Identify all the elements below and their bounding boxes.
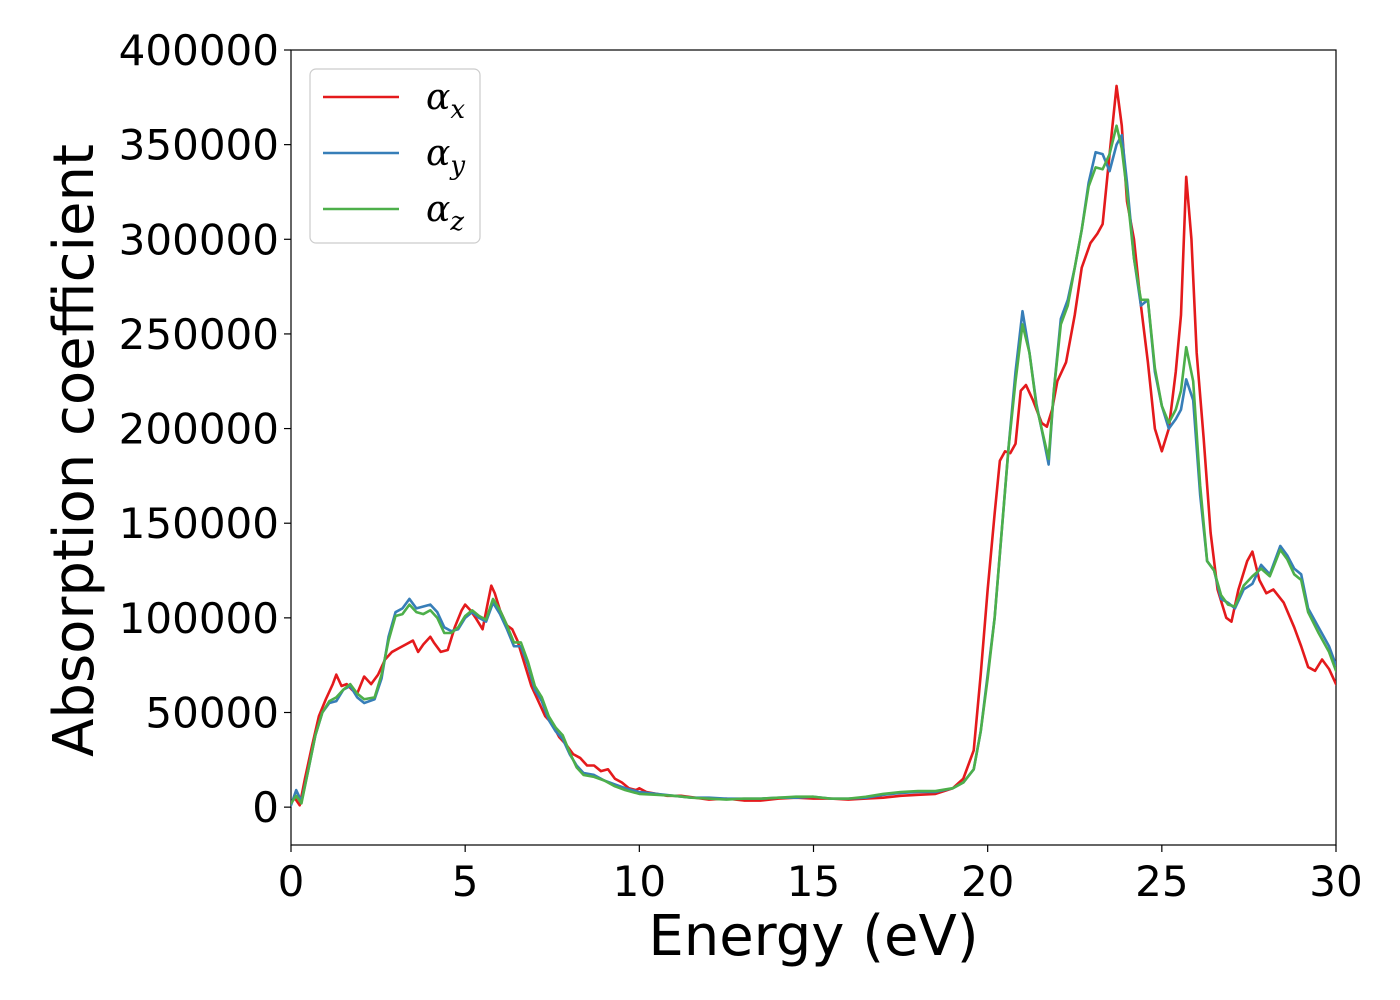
x-tick-label: 0 xyxy=(278,857,305,906)
x-tick-label: 30 xyxy=(1309,857,1362,906)
y-tick-label: 50000 xyxy=(145,689,279,738)
y-tick-label: 400000 xyxy=(119,26,279,75)
x-tick-label: 25 xyxy=(1135,857,1188,906)
x-tick-label: 5 xyxy=(452,857,479,906)
legend-box xyxy=(309,68,481,244)
y-tick-label: 150000 xyxy=(119,499,279,548)
legend-label-x: αx xyxy=(426,77,465,125)
y-tick-label: 100000 xyxy=(119,594,279,643)
y-axis: 0 50000 100000 150000 200000 250000 300000 3500… xyxy=(119,26,291,832)
series-layer xyxy=(291,84,1336,807)
y-tick-label: 250000 xyxy=(119,310,279,359)
x-tick-label: 10 xyxy=(613,857,666,906)
y-axis-label: Absorption coefficient xyxy=(42,144,107,757)
legend: αx αy αz xyxy=(309,68,481,244)
x-axis: 0 5 10 15 20 25 30 xyxy=(278,845,1363,906)
legend-label-y: αy xyxy=(426,133,465,181)
x-axis-label: Energy (eV) xyxy=(648,904,978,969)
series-line-x xyxy=(291,84,1336,807)
y-tick-label: 350000 xyxy=(119,121,279,170)
x-tick-label: 20 xyxy=(961,857,1014,906)
y-tick-label: 0 xyxy=(252,783,279,832)
y-tick-label: 300000 xyxy=(119,215,279,264)
y-tick-label: 200000 xyxy=(119,405,279,454)
legend-label-z: αz xyxy=(426,189,464,237)
x-tick-label: 15 xyxy=(787,857,840,906)
series-line-z xyxy=(291,124,1336,805)
